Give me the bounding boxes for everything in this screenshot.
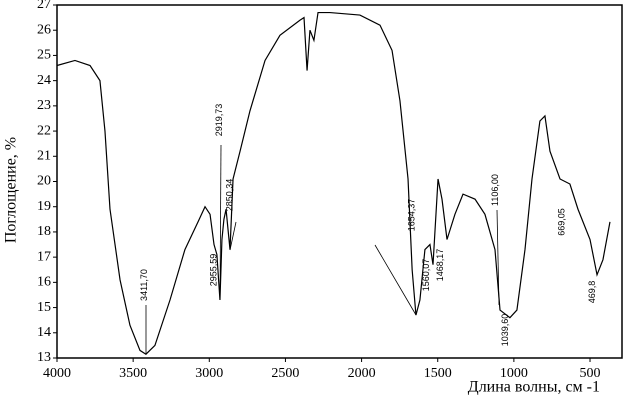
y-tick-label: 25: [37, 48, 51, 63]
plot-frame: [56, 4, 623, 359]
peak-label: 2850,34: [224, 179, 234, 212]
peak-label: 2955,59: [208, 254, 218, 287]
spectrum-line: [56, 11, 611, 355]
peak-label: 3411,70: [139, 269, 149, 301]
x-tick-label: 500: [580, 366, 601, 381]
x-tick-label: 2000: [348, 366, 376, 381]
y-tick-label: 27: [37, 0, 51, 12]
peak-label: 2919,73: [214, 104, 224, 137]
leader-line: [374, 244, 417, 316]
y-tick-label: 13: [37, 350, 51, 365]
peak-label: 469,8: [587, 281, 597, 304]
peak-label: 1654,37: [407, 199, 417, 232]
y-tick-label: 26: [37, 22, 51, 37]
leader-line: [496, 209, 500, 306]
x-axis-label: Длина волны, см -1: [468, 379, 600, 396]
peak-label: 669,05: [557, 208, 567, 236]
peak-label: 1468,17: [435, 249, 445, 282]
y-tick-label: 20: [37, 174, 51, 189]
peak-label: 1039,60: [500, 314, 510, 347]
peak-label: 1106,00: [490, 174, 500, 206]
y-tick-label: 19: [37, 199, 51, 214]
x-tick-label: 4000: [43, 366, 71, 381]
y-tick-label: 21: [37, 149, 51, 164]
peak-label: 1560,07: [421, 259, 431, 292]
x-tick-label: 3500: [119, 366, 147, 381]
y-tick-label: 15: [37, 300, 51, 315]
x-tick-label: 1000: [500, 366, 528, 381]
y-tick-label: 22: [37, 123, 51, 138]
x-tick-label: 2500: [271, 366, 299, 381]
leader-line: [219, 144, 222, 301]
y-axis-label: Поглощение, %: [3, 137, 20, 243]
leader-line: [229, 221, 237, 251]
y-tick-label: 17: [37, 249, 51, 264]
y-tick-label: 24: [37, 73, 51, 88]
y-tick-label: 18: [37, 224, 51, 239]
x-tick-label: 3000: [195, 366, 223, 381]
x-tick-label: 1500: [424, 366, 452, 381]
y-tick-label: 23: [37, 98, 51, 113]
y-tick-label: 16: [37, 275, 51, 290]
y-tick-label: 14: [37, 325, 51, 340]
